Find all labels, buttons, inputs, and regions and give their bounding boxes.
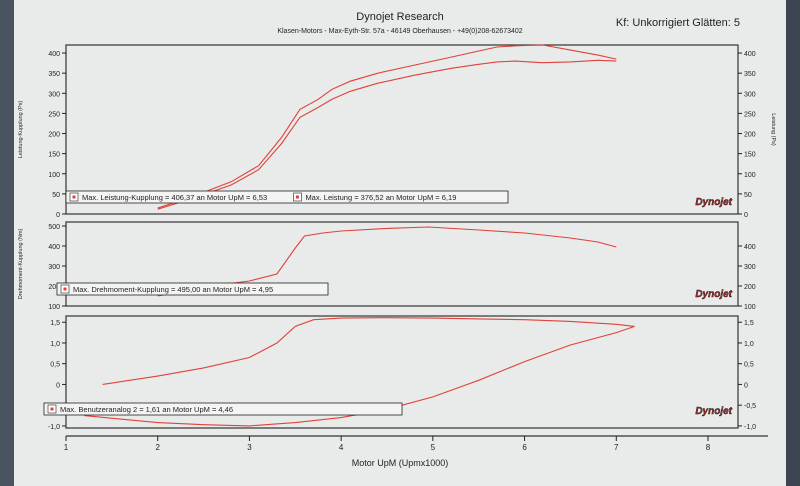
header-title: Dynojet Research	[356, 11, 443, 23]
x-axis-label: Motor UpM (Upmx1000)	[352, 458, 449, 468]
header-address: Klasen-Motors - Max-Eyth-Str. 57a - 4614…	[277, 28, 522, 35]
y-tick-label-left: 200	[48, 132, 60, 139]
y-tick-label-left: 150	[48, 152, 60, 159]
y-axis-title-left: Leistung-Kupplung (Ps)	[18, 101, 24, 159]
dynojet-logo: Dynojet	[695, 197, 732, 208]
y-tick-label-right: 50	[744, 192, 752, 199]
paper-edge	[0, 0, 14, 486]
y-tick-label-left: 400	[48, 51, 60, 58]
x-tick-label: 5	[431, 443, 436, 452]
y-tick-label-left: 100	[48, 172, 60, 179]
y-axis-title-right: Leistung (Ps)	[770, 113, 776, 146]
legend-box	[65, 190, 509, 204]
panel-frame	[65, 44, 739, 215]
panel-frame	[65, 221, 739, 307]
y-tick-label-left: 400	[48, 244, 60, 251]
y-tick-label-left: 200	[48, 284, 60, 291]
x-tick-label: 2	[155, 443, 160, 452]
series-line-1	[102, 317, 635, 385]
y-tick-label-left: 1,5	[50, 320, 60, 327]
x-tick-label: 8	[706, 443, 711, 452]
y-tick-label-right: 350	[744, 71, 756, 78]
legend: Max. Leistung-Kupplung = 406,37 an Motor…	[65, 190, 509, 204]
legend-box	[43, 402, 403, 416]
dynojet-logo: Dynojet	[695, 406, 732, 417]
panel-3: -1,0-0,500,51,01,5-1,0-0,500,51,01,5Max.…	[43, 315, 756, 431]
y-tick-label-left: 500	[48, 224, 60, 231]
panel-frame	[65, 315, 739, 429]
header-correction: Kf: Unkorrigiert Glätten: 5	[616, 17, 740, 29]
y-tick-label-left: 0	[56, 382, 60, 389]
y-tick-label-right: 150	[744, 152, 756, 159]
y-tick-label-left: 250	[48, 111, 60, 118]
y-tick-label-left: 0	[56, 212, 60, 219]
y-tick-label-left: 0,5	[50, 362, 60, 369]
y-tick-label-left: 300	[48, 264, 60, 271]
legend-entry-1: Max. Drehmoment-Kupplung = 495,00 an Mot…	[73, 285, 273, 294]
y-tick-label-right: 250	[744, 111, 756, 118]
y-tick-label-left: 300	[48, 91, 60, 98]
y-tick-label-left: 1,0	[50, 341, 60, 348]
y-tick-label-right: 400	[744, 51, 756, 58]
y-tick-label-right: 0	[744, 212, 748, 219]
series-line-1	[157, 44, 617, 209]
legend-swatch-mark	[72, 195, 76, 199]
y-tick-label-right: 0	[744, 382, 748, 389]
x-tick-label: 3	[247, 443, 252, 452]
y-tick-label-left: 100	[48, 304, 60, 311]
legend-entry-1: Max. Benutzeranalog 2 = 1,61 an Motor Up…	[60, 405, 233, 414]
y-axis-title-left: Drehmoment-Kupplung (Nm)	[18, 229, 24, 300]
y-tick-label-right: 400	[744, 244, 756, 251]
y-tick-label-right: 100	[744, 304, 756, 311]
y-tick-label-right: 300	[744, 91, 756, 98]
y-tick-label-right: 0,5	[744, 362, 754, 369]
x-tick-label: 1	[64, 443, 69, 452]
panel-2: 100 200 300 400 500 100 200 300 400 Drehmoment-Ku…	[18, 221, 756, 311]
y-tick-label-right: 1,5	[744, 320, 754, 327]
legend: Max. Drehmoment-Kupplung = 495,00 an Mot…	[56, 282, 329, 296]
x-tick-label: 4	[339, 443, 344, 452]
y-tick-label-left: -1,0	[48, 424, 60, 431]
x-axis: 1 2 3 4 5 6 7 8	[64, 435, 768, 452]
y-tick-label-left: 50	[52, 192, 60, 199]
series-line-1	[157, 226, 617, 297]
x-tick-label: 7	[614, 443, 619, 452]
y-tick-label-right: -0,5	[744, 403, 756, 410]
y-tick-label-right: 300	[744, 264, 756, 271]
legend-swatch-mark	[50, 407, 54, 411]
y-tick-label-right: -1,0	[744, 424, 756, 431]
legend-box	[56, 282, 329, 296]
y-tick-label-right: 200	[744, 284, 756, 291]
legend-swatch-mark	[295, 195, 299, 199]
y-tick-label-right: 1,0	[744, 341, 754, 348]
legend-entry-2: Max. Leistung = 376,52 an Motor UpM = 6,…	[305, 193, 456, 202]
panels: 0 50 100 150 200 250 300 350 400 0 50 100 150 200 250 3…	[18, 44, 776, 431]
series-line-2	[157, 59, 617, 210]
y-tick-label-right: 100	[744, 172, 756, 179]
panel-1: 0 50 100 150 200 250 300 350 400 0 50 100 150 200 250 3…	[18, 44, 776, 219]
y-tick-label-left: 350	[48, 71, 60, 78]
paper-edge-right	[786, 0, 800, 486]
dynojet-logo: Dynojet	[695, 289, 732, 300]
y-tick-label-right: 200	[744, 132, 756, 139]
legend-swatch-mark	[63, 287, 67, 291]
x-tick-label: 6	[522, 443, 527, 452]
legend: Max. Benutzeranalog 2 = 1,61 an Motor Up…	[43, 402, 403, 416]
legend-entry-1: Max. Leistung-Kupplung = 406,37 an Motor…	[82, 193, 267, 202]
